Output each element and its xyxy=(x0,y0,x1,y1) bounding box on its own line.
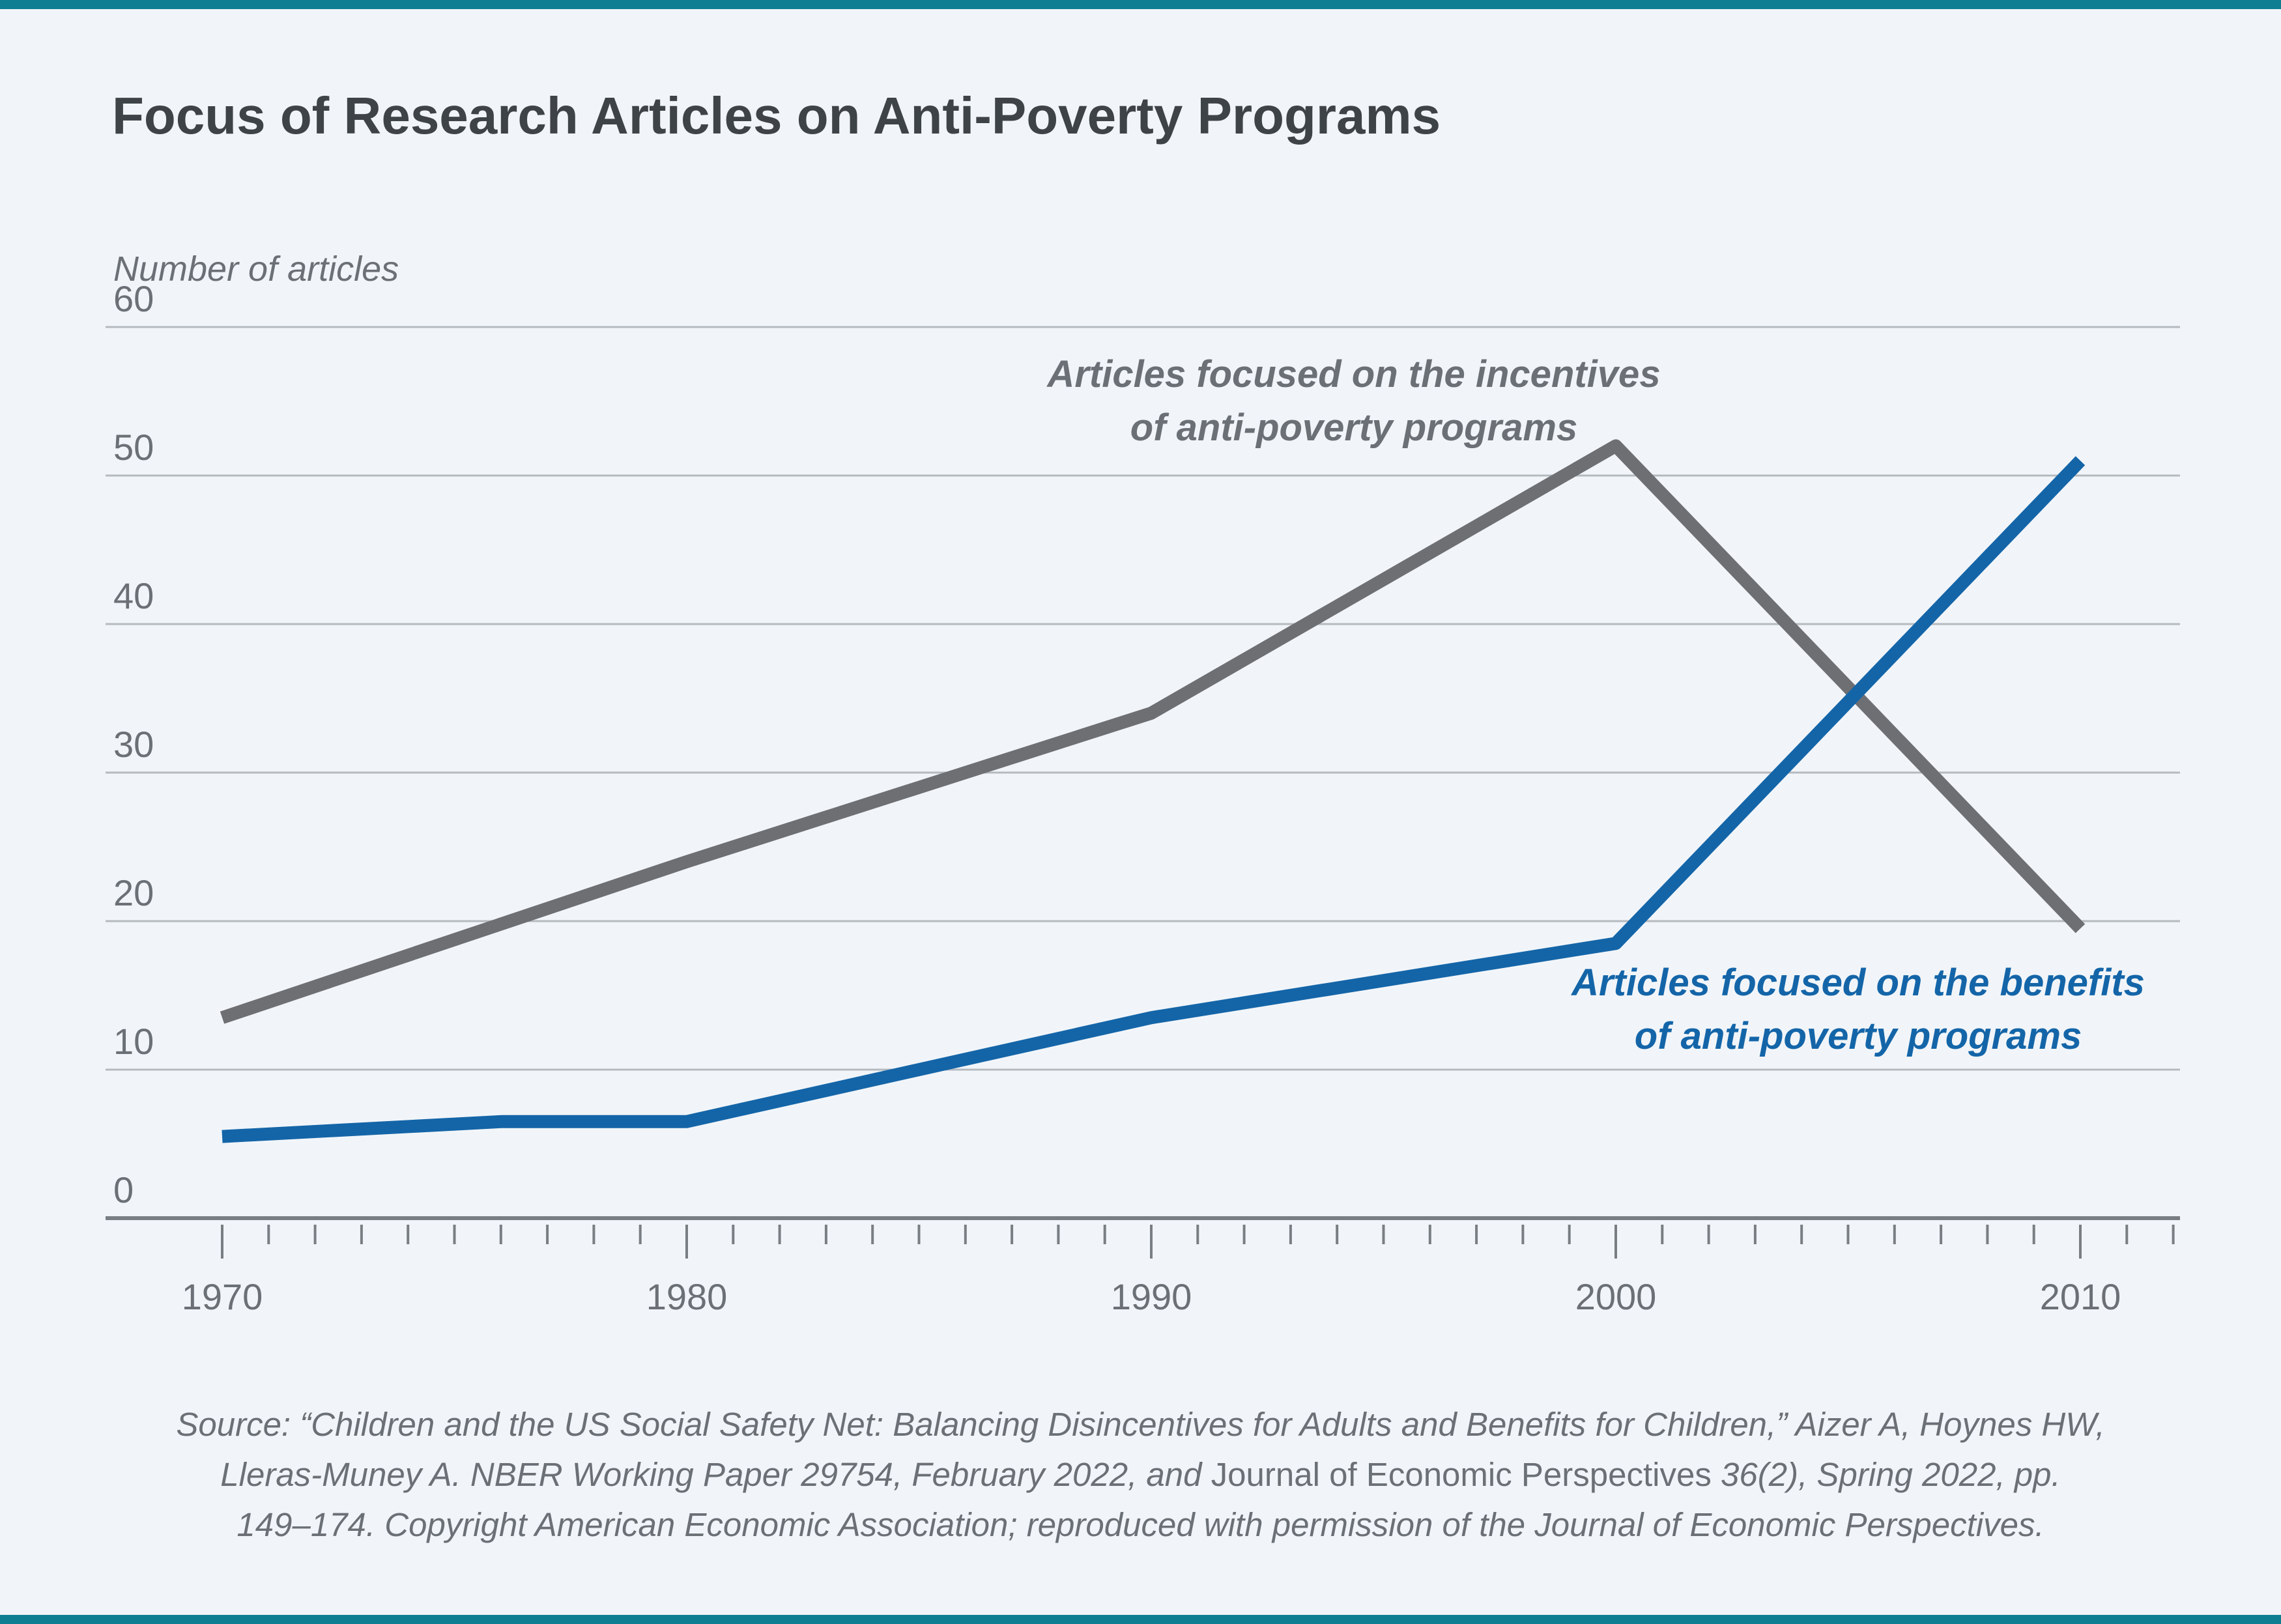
svg-text:2010: 2010 xyxy=(2040,1276,2121,1317)
annotation-benefits-line1: Articles focused on the benefits xyxy=(1571,962,2145,1004)
svg-text:2000: 2000 xyxy=(1575,1276,1657,1317)
svg-text:1970: 1970 xyxy=(182,1276,263,1317)
source-note: Source: “Children and the US Social Safe… xyxy=(98,1399,2183,1550)
svg-text:1980: 1980 xyxy=(646,1276,728,1317)
svg-text:20: 20 xyxy=(113,872,154,913)
svg-text:60: 60 xyxy=(113,278,154,319)
page-title: Focus of Research Articles on Anti-Pover… xyxy=(112,87,1441,145)
annotation-benefits-line2: of anti-poverty programs xyxy=(1634,1015,2082,1057)
annotation-benefits-line: Articles focused on the benefits of anti… xyxy=(1571,956,2145,1063)
source-note-line2-post: 36(2), Spring 2022, pp. xyxy=(1711,1456,2061,1493)
y-axis-title: Number of articles xyxy=(113,249,399,289)
source-note-journal-name: Journal of Economic Perspectives xyxy=(1211,1456,1712,1493)
source-note-line1: Source: “Children and the US Social Safe… xyxy=(176,1406,2105,1443)
gridlines xyxy=(106,326,2180,1071)
y-axis-tick-labels: 0 10 20 30 40 50 60 xyxy=(113,278,154,1210)
data-series-lines xyxy=(220,439,2086,1143)
source-note-line3: 149–174. Copyright American Economic Ass… xyxy=(237,1506,2044,1543)
svg-text:1990: 1990 xyxy=(1111,1276,1192,1317)
svg-text:10: 10 xyxy=(113,1021,154,1062)
svg-text:50: 50 xyxy=(113,427,154,468)
annotation-incentives-line2: of anti-poverty programs xyxy=(1130,406,1578,449)
x-axis-ticks xyxy=(221,1225,2175,1259)
annotation-incentives-line1: Articles focused on the incentives xyxy=(1047,353,1661,395)
top-accent-bar xyxy=(0,0,2281,9)
svg-text:0: 0 xyxy=(113,1169,134,1210)
annotation-incentives-line: Articles focused on the incentives of an… xyxy=(1047,348,1660,455)
source-note-line2-pre: Lleras-Muney A. NBER Working Paper 29754… xyxy=(220,1456,1211,1493)
bottom-accent-bar xyxy=(0,1615,2281,1624)
svg-text:30: 30 xyxy=(113,724,154,765)
svg-text:40: 40 xyxy=(113,575,154,616)
x-axis-tick-labels: 1970 1980 1990 2000 2010 xyxy=(182,1276,2121,1317)
